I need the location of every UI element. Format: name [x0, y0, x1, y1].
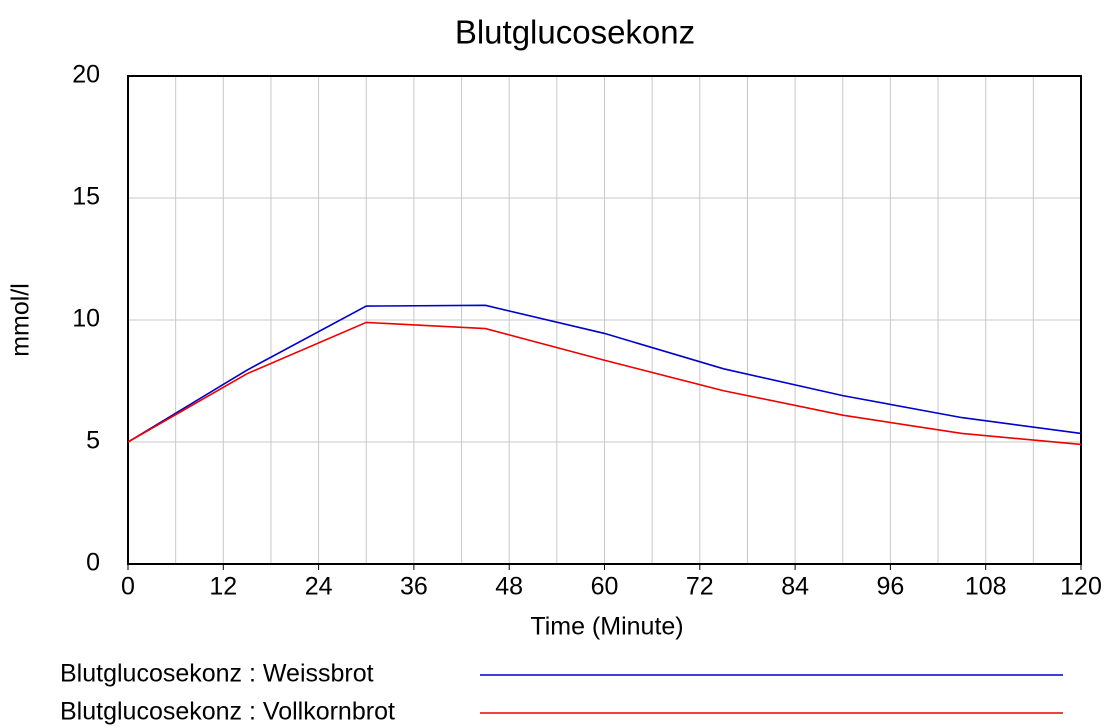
x-tick-label: 108	[965, 573, 1007, 601]
chart-title: Blutglucosekonz	[455, 14, 695, 51]
x-tick-label: 48	[495, 573, 523, 601]
series-line	[127, 321, 1082, 446]
legend-label: Blutglucosekonz : Vollkornbrot	[60, 698, 395, 726]
x-tick-label: 120	[1060, 573, 1102, 601]
x-tick-label: 12	[209, 573, 237, 601]
x-tick-label: 24	[305, 573, 333, 601]
plot-frame	[127, 75, 1082, 565]
x-tick-label: 72	[686, 573, 714, 601]
y-axis-title: mmol/l	[7, 283, 35, 357]
y-tick-label: 5	[86, 427, 100, 455]
y-tick-label: 15	[72, 183, 100, 211]
y-tick-label: 0	[86, 549, 100, 577]
x-tick-label: 60	[591, 573, 619, 601]
x-tick-label: 96	[876, 573, 904, 601]
legend-label: Blutglucosekonz : Weissbrot	[60, 660, 374, 688]
x-tick-label: 0	[121, 573, 135, 601]
y-tick-label: 20	[72, 61, 100, 89]
x-tick-label: 36	[400, 573, 428, 601]
x-axis-title: Time (Minute)	[530, 613, 683, 641]
series-line	[127, 304, 1082, 443]
y-tick-label: 10	[72, 305, 100, 333]
x-tick-label: 84	[781, 573, 809, 601]
